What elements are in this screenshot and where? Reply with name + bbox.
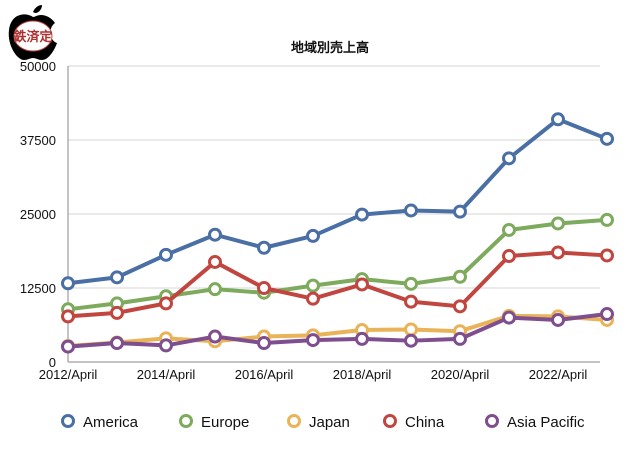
series-line-japan xyxy=(66,313,609,349)
x-tick-label-5: 2022/April xyxy=(529,367,588,382)
data-point-asia-pacific-3 xyxy=(208,329,222,344)
data-point-europe-8 xyxy=(453,269,467,284)
data-point-china-8 xyxy=(453,299,467,314)
logo: 鉄済定 xyxy=(2,2,64,62)
logo-stamp-text: 鉄済定 xyxy=(13,29,52,45)
data-point-america-5 xyxy=(306,228,320,243)
data-point-asia-pacific-2 xyxy=(159,338,173,353)
data-point-europe-5 xyxy=(306,278,320,293)
legend-label-europe: Europe xyxy=(201,414,249,431)
x-axis-ticks: 2012/April 2014/April 2016/April 2018/April… xyxy=(39,367,588,382)
data-point-europe-3 xyxy=(208,282,222,297)
data-point-china-7 xyxy=(404,294,418,309)
data-point-asia-pacific-6 xyxy=(355,331,369,346)
data-point-america-2 xyxy=(159,247,173,262)
data-point-china-11 xyxy=(600,248,614,263)
data-point-asia-pacific-11 xyxy=(600,307,614,322)
legend-marker-china xyxy=(383,414,397,428)
legend-label-japan: Japan xyxy=(309,414,350,431)
data-point-china-10 xyxy=(551,245,565,260)
x-tick-label-2: 2016/April xyxy=(235,367,294,382)
legend-label-america: America xyxy=(83,414,139,431)
chart-title: 地域別売上高 xyxy=(291,40,369,55)
series-group xyxy=(61,112,614,354)
data-point-asia-pacific-7 xyxy=(404,333,418,348)
series-line-america xyxy=(66,117,609,286)
data-point-europe-7 xyxy=(404,276,418,291)
data-point-asia-pacific-1 xyxy=(110,336,124,351)
data-point-asia-pacific-8 xyxy=(453,331,467,346)
series-line-china xyxy=(66,250,609,319)
data-point-china-9 xyxy=(502,249,516,264)
series-asia-pacific xyxy=(61,307,614,354)
data-point-america-6 xyxy=(355,207,369,222)
legend-label-china: China xyxy=(405,414,445,431)
y-tick-label-3: 37500 xyxy=(20,133,56,148)
data-point-asia-pacific-0 xyxy=(61,339,75,354)
data-point-europe-9 xyxy=(502,222,516,237)
data-point-china-1 xyxy=(110,305,124,320)
data-point-china-6 xyxy=(355,277,369,292)
data-point-asia-pacific-5 xyxy=(306,333,320,348)
data-point-europe-11 xyxy=(600,212,614,227)
legend: America Europe Japan China Asia Pacific xyxy=(61,414,585,431)
series-china xyxy=(61,245,614,324)
x-tick-label-3: 2018/April xyxy=(333,367,392,382)
data-point-america-8 xyxy=(453,204,467,219)
data-point-china-3 xyxy=(208,254,222,269)
y-tick-label-2: 25000 xyxy=(20,207,56,222)
data-point-america-4 xyxy=(257,240,271,255)
y-tick-label-4: 50000 xyxy=(20,59,56,74)
x-tick-label-1: 2014/April xyxy=(137,367,196,382)
data-point-america-3 xyxy=(208,227,222,242)
data-point-asia-pacific-9 xyxy=(502,310,516,325)
x-tick-label-0: 2012/April xyxy=(39,367,98,382)
legend-label-asia-pacific: Asia Pacific xyxy=(507,414,585,431)
data-point-america-11 xyxy=(600,131,614,146)
data-point-china-0 xyxy=(61,309,75,324)
data-point-asia-pacific-10 xyxy=(551,312,565,327)
data-point-america-0 xyxy=(61,276,75,291)
series-europe xyxy=(61,212,614,317)
data-point-asia-pacific-4 xyxy=(257,336,271,351)
data-point-america-9 xyxy=(502,151,516,166)
data-point-america-7 xyxy=(404,203,418,218)
data-point-china-4 xyxy=(257,281,271,295)
y-tick-label-1: 12500 xyxy=(20,281,56,296)
data-point-japan-7 xyxy=(404,322,418,337)
data-point-america-10 xyxy=(551,112,565,127)
y-tick-label-0: 0 xyxy=(49,355,56,370)
x-tick-label-4: 2020/April xyxy=(431,367,490,382)
legend-marker-asia-pacific xyxy=(485,414,499,428)
legend-marker-europe xyxy=(179,414,193,428)
series-america xyxy=(61,112,614,291)
apple-logo-icon: 鉄済定 xyxy=(8,5,57,60)
legend-marker-america xyxy=(61,414,75,428)
data-point-china-2 xyxy=(159,296,173,311)
legend-marker-japan xyxy=(287,414,301,428)
data-point-china-5 xyxy=(306,291,320,306)
series-line-asia-pacific xyxy=(66,312,609,349)
data-point-europe-10 xyxy=(551,216,565,231)
y-axis-ticks: 0 12500 25000 37500 50000 xyxy=(20,59,56,370)
series-line-europe xyxy=(66,217,609,312)
data-point-america-1 xyxy=(110,270,124,285)
